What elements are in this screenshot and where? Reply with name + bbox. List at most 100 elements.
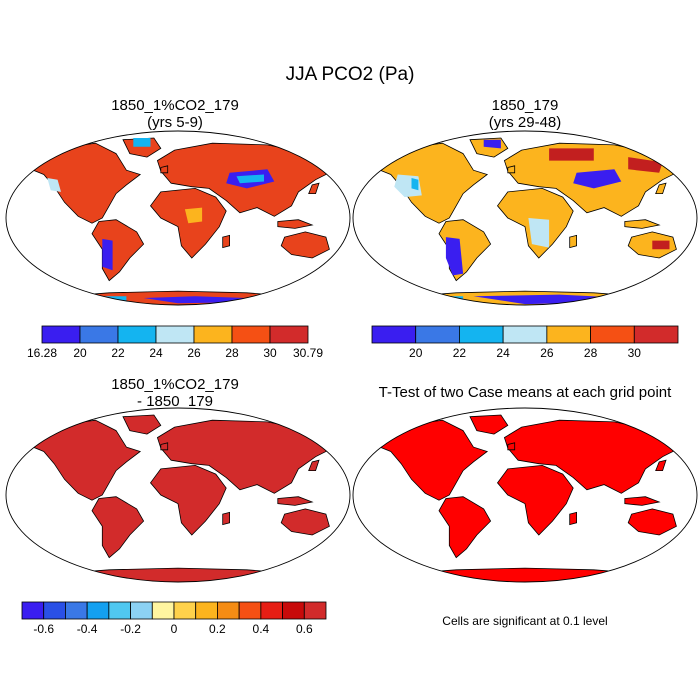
pco2-patch-case-7 [184,207,203,224]
colorbar-diff-swatch-0 [21,601,45,620]
colorbar-diff-swatch-11 [260,601,283,620]
colorbar-control-swatch-4 [546,325,591,344]
colorbar-diff-swatch-10 [238,601,262,620]
pco2-patch-control-3 [528,218,550,248]
colorbar-diff-label-5: 0.4 [253,622,270,636]
land-indonesia-control [624,219,661,229]
colorbar-control-label-4: 28 [584,346,598,360]
colorbar-diff-swatch-8 [195,601,218,620]
colorbar-diff-label-1: -0.4 [77,622,98,636]
colorbar-diff-swatch-3 [86,601,110,620]
panel-title-control-line2: (yrs 29-48) [488,114,562,131]
colorbar-diff-swatch-1 [43,601,66,620]
pco2-patch-control-5 [483,139,501,149]
figure-title: JJA PCO2 (Pa) [285,64,415,85]
map-border-control [352,130,698,306]
colorbar-case-swatch-4 [193,325,233,344]
colorbar-control-label-0: 20 [409,346,423,360]
land-australia-ttest [627,508,677,536]
colorbar-case-swatch-5 [231,325,271,344]
land-samerica-diff [91,496,145,559]
colorbar-case-label-7: 30.79 [293,346,323,360]
land-indonesia-diff [277,496,314,506]
colorbar-diff-label-4: 0.2 [209,622,226,636]
pco2-patch-case-2 [102,238,113,271]
colorbar-control-swatch-1 [415,325,460,344]
panel-title-ttest-line1: T-Test of two Case means at each grid po… [378,384,672,401]
pco2-patch-case-4 [133,138,151,147]
colorbar-diff-swatch-4 [108,601,131,620]
panel-title-diff: 1850_1%CO2_179 - 1850_179 [60,376,290,410]
land-madagascar-control [569,234,577,249]
colorbar-control-swatch-2 [459,325,504,344]
colorbar-case-swatch-1 [79,325,119,344]
map-panel-control [352,130,698,306]
pco2-patch-case-3 [47,178,61,192]
panel-title-case: 1850_1%CO2_179 (yrs 5-9) [60,97,290,131]
colorbar-control-swatch-5 [590,325,635,344]
panel-title-case-line2: (yrs 5-9) [147,114,203,131]
panel-title-case-line1: 1850_1%CO2_179 [111,97,239,114]
colorbar-control-label-5: 30 [628,346,642,360]
land-madagascar-case [222,234,231,249]
colorbar-control: 20 22 24 26 28 30 [371,325,679,360]
colorbar-case-label-5: 28 [225,346,239,360]
map-border-ttest [352,407,698,583]
colorbar-case-label-3: 24 [149,346,163,360]
pco2-patch-control-4 [445,237,464,276]
ttest-note: Cells are significant at 0.1 level [442,614,608,628]
colorbar-diff-label-3: 0 [171,622,178,636]
land-greenland-ttest [469,414,509,435]
pco2-patch-control-10 [652,240,670,250]
colorbar-case-label-2: 22 [111,346,125,360]
land-namerica-diff [26,419,142,501]
colorbar-case: 16.28 20 22 24 26 28 30 30.79 [27,325,323,360]
land-japan-case [308,182,320,195]
land-africa-case [149,187,227,259]
land-samerica-ttest [438,496,492,559]
land-japan-control [655,182,667,195]
colorbar-control-swatch-6 [633,325,679,344]
land-uk-diff [160,442,169,451]
panel-title-diff-line1: 1850_1%CO2_179 [111,376,239,393]
colorbar-control-label-3: 26 [540,346,554,360]
panel-title-control-line1: 1850_179 [491,97,559,114]
land-japan-ttest [655,459,667,472]
pco2-patch-control-2 [411,178,419,191]
land-indonesia-ttest [624,496,661,506]
land-madagascar-ttest [569,511,577,526]
colorbar-diff-label-2: -0.2 [120,622,141,636]
colorbar-case-label-6: 30 [263,346,277,360]
land-madagascar-diff [222,511,231,526]
land-africa-diff [149,464,227,536]
colorbar-diff-label-0: -0.6 [33,622,54,636]
colorbar-control-label-2: 24 [496,346,510,360]
colorbar-diff-label-6: 0.6 [296,622,313,636]
colorbar-case-label-4: 26 [187,346,201,360]
colorbar-diff-swatch-9 [217,601,240,620]
land-uk-control [507,165,516,174]
panel-title-ttest: T-Test of two Case means at each grid po… [355,384,695,401]
land-africa-ttest [496,464,574,536]
colorbar-case-swatch-3 [155,325,195,344]
land-namerica-ttest [373,419,489,501]
colorbar-case-swatch-6 [269,325,309,344]
colorbar-case-swatch-2 [117,325,157,344]
pco2-patch-control-7 [628,157,663,173]
pco2-patch-control-0 [573,169,622,189]
colorbar-diff-swatch-13 [303,601,327,620]
panel-title-diff-line2: - 1850_179 [137,393,213,410]
land-uk-ttest [507,442,516,451]
colorbar-case-label-1: 20 [73,346,87,360]
colorbar-case-swatch-0 [41,325,81,344]
colorbar-diff-swatch-12 [282,601,305,620]
colorbar-diff-swatch-5 [130,601,153,620]
colorbar-diff-swatch-2 [65,601,88,620]
map-border-diff [5,407,351,583]
colorbar-diff-swatch-6 [151,601,175,620]
colorbar-case-label-0: 16.28 [27,346,57,360]
colorbar-diff-swatch-7 [173,601,197,620]
colorbar-control-swatch-0 [371,325,417,344]
land-indonesia-case [277,219,314,229]
land-greenland-diff [122,414,162,435]
